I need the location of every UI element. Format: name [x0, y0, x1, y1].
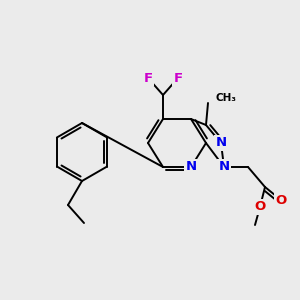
Text: CH₃: CH₃ [216, 93, 237, 103]
Text: N: N [218, 160, 230, 173]
Text: F: F [173, 71, 183, 85]
Text: N: N [215, 136, 226, 149]
Text: F: F [143, 71, 153, 85]
Text: O: O [254, 200, 266, 214]
Text: N: N [185, 160, 197, 173]
Text: O: O [275, 194, 286, 206]
